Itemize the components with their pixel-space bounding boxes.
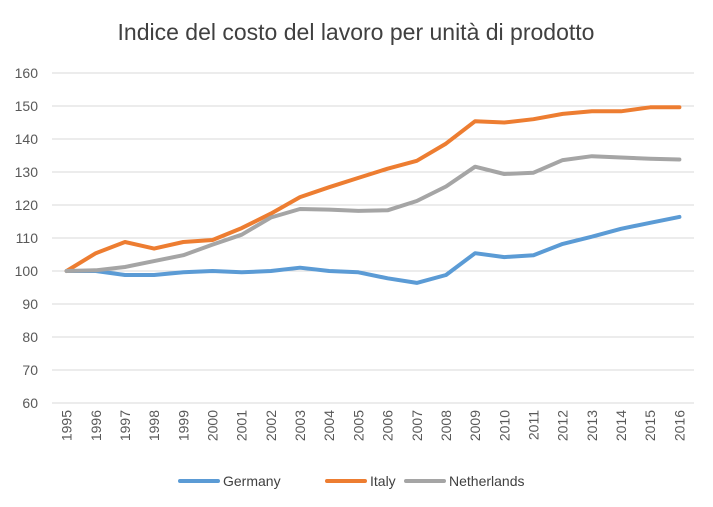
x-tick-label: 2008 [438,410,454,441]
series-line-netherlands [64,154,682,273]
x-tick-label: 1997 [117,410,133,441]
y-tick-label: 70 [22,362,38,378]
legend-label-germany: Germany [223,473,281,489]
legend-label-italy: Italy [370,473,396,489]
x-tick-label: 2004 [321,410,337,441]
gridlines [52,72,694,404]
series-line-germany [64,214,682,285]
y-tick-label: 110 [16,230,39,246]
y-tick-label: 160 [15,65,39,81]
y-tick-label: 60 [22,395,38,411]
x-tick-label: 2009 [467,410,483,441]
x-tick-label: 2013 [584,410,600,441]
x-tick-label: 1998 [146,410,162,441]
series-lines [64,105,682,285]
x-axis-ticks: 1995 1996 1997 1998 1999 2000 2001 2002 2003 2004… [59,410,688,441]
x-tick-label: 2010 [496,410,512,441]
x-tick-label: 2000 [205,410,221,441]
x-tick-label: 2014 [613,410,629,441]
y-tick-label: 150 [15,98,39,114]
y-axis-ticks: 60 70 80 90 100 110 120 130 140 150 160 [15,65,39,411]
x-tick-label: 1995 [59,410,75,441]
legend: Germany Italy Netherlands [178,473,525,489]
x-tick-label: 1999 [175,410,191,441]
y-tick-label: 140 [15,131,39,147]
x-tick-label: 2006 [380,410,396,441]
chart-title: Indice del costo del lavoro per unità di… [118,19,595,45]
y-tick-label: 120 [15,197,39,213]
x-tick-label: 2012 [555,410,571,441]
series-line-italy [64,105,682,273]
x-tick-label: 2002 [263,410,279,441]
y-tick-label: 130 [15,164,39,180]
x-tick-label: 1996 [88,410,104,441]
y-tick-label: 90 [22,296,38,312]
y-tick-label: 100 [15,263,39,279]
x-tick-label: 2007 [409,410,425,441]
x-tick-label: 2003 [292,410,308,441]
y-tick-label: 80 [22,329,38,345]
x-tick-label: 2001 [234,410,250,441]
legend-label-netherlands: Netherlands [449,473,525,489]
x-tick-label: 2011 [526,410,542,440]
x-tick-label: 2005 [350,410,366,441]
x-tick-label: 2016 [671,410,687,441]
x-tick-label: 2015 [642,410,658,441]
